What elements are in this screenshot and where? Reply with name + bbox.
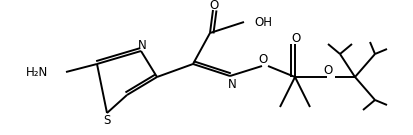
Text: O: O bbox=[323, 63, 332, 77]
Text: S: S bbox=[103, 114, 110, 127]
Text: O: O bbox=[258, 53, 267, 65]
Text: OH: OH bbox=[254, 16, 271, 28]
Text: O: O bbox=[291, 31, 300, 45]
Text: O: O bbox=[209, 0, 218, 11]
Text: N: N bbox=[137, 38, 146, 51]
Text: H₂N: H₂N bbox=[26, 65, 48, 78]
Text: N: N bbox=[227, 77, 236, 90]
